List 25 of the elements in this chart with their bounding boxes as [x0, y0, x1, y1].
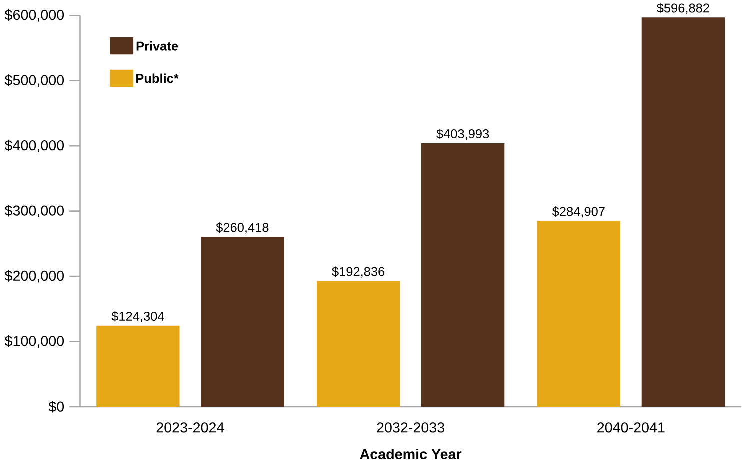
legend-label: Private: [136, 41, 178, 51]
y-tick-label: $600,000: [4, 9, 64, 22]
data-label: $260,418: [216, 222, 269, 234]
x-tick-label: 2023-2024: [156, 422, 224, 433]
data-label: $284,907: [552, 206, 605, 218]
data-label: $192,836: [332, 266, 385, 278]
x-tick-label: 2040-2041: [598, 422, 665, 433]
bar: [316, 281, 400, 407]
x-tick-label: 2032-2033: [377, 422, 444, 433]
data-label: $124,304: [112, 311, 164, 322]
y-tick-label: $300,000: [4, 204, 64, 218]
y-tick-label: $500,000: [4, 74, 64, 87]
bar: [642, 18, 726, 407]
bar: [96, 326, 180, 407]
bar: [201, 237, 284, 407]
x-axis-title: Academic Year: [360, 448, 462, 460]
y-tick-label: $0: [48, 401, 64, 413]
y-tick-label: $200,000: [4, 270, 64, 283]
legend-label: Public*: [136, 74, 179, 84]
y-tick-label: $100,000: [4, 335, 64, 348]
bar: [537, 221, 621, 407]
bar: [421, 143, 505, 407]
y-tick-label: $400,000: [4, 140, 64, 152]
data-label: $403,993: [436, 128, 490, 140]
data-label: $596,882: [656, 3, 710, 14]
